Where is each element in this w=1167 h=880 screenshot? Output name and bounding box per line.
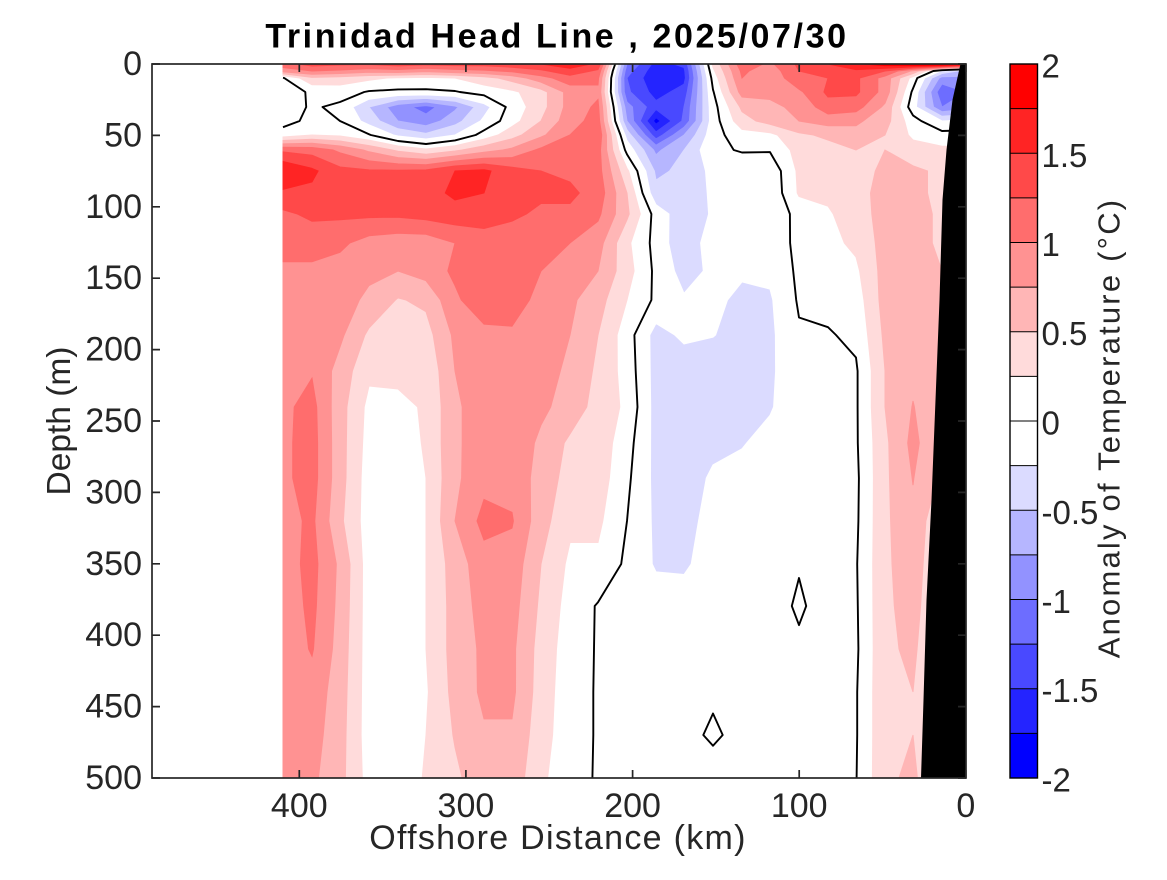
svg-text:400: 400 (85, 616, 142, 654)
svg-text:350: 350 (85, 545, 142, 583)
svg-text:Anomaly of Temperature (°C): Anomaly of Temperature (°C) (1092, 198, 1127, 659)
svg-text:-2: -2 (1042, 762, 1071, 799)
svg-text:200: 200 (85, 331, 142, 369)
svg-text:100: 100 (771, 787, 828, 825)
svg-text:-1.5: -1.5 (1042, 672, 1099, 709)
svg-text:1.5: 1.5 (1042, 137, 1088, 174)
svg-text:Depth (m): Depth (m) (41, 347, 78, 496)
svg-text:50: 50 (104, 116, 142, 154)
svg-text:0: 0 (123, 45, 142, 83)
svg-text:100: 100 (85, 188, 142, 226)
svg-text:Trinidad Head Line , 2025/07/3: Trinidad Head Line , 2025/07/30 (265, 18, 848, 56)
svg-text:1: 1 (1042, 226, 1060, 263)
svg-text:450: 450 (85, 688, 142, 726)
svg-text:300: 300 (438, 787, 495, 825)
svg-text:2: 2 (1042, 48, 1060, 85)
svg-text:Offshore Distance (km): Offshore Distance (km) (369, 819, 747, 857)
svg-text:150: 150 (85, 259, 142, 297)
svg-text:200: 200 (604, 787, 661, 825)
svg-text:0.5: 0.5 (1042, 315, 1088, 352)
svg-text:-1: -1 (1042, 583, 1071, 620)
svg-text:0: 0 (1042, 405, 1060, 442)
svg-text:400: 400 (271, 787, 328, 825)
svg-text:250: 250 (85, 402, 142, 440)
svg-text:0: 0 (956, 787, 975, 825)
svg-text:500: 500 (85, 759, 142, 797)
svg-text:-0.5: -0.5 (1042, 494, 1099, 531)
svg-text:300: 300 (85, 473, 142, 511)
